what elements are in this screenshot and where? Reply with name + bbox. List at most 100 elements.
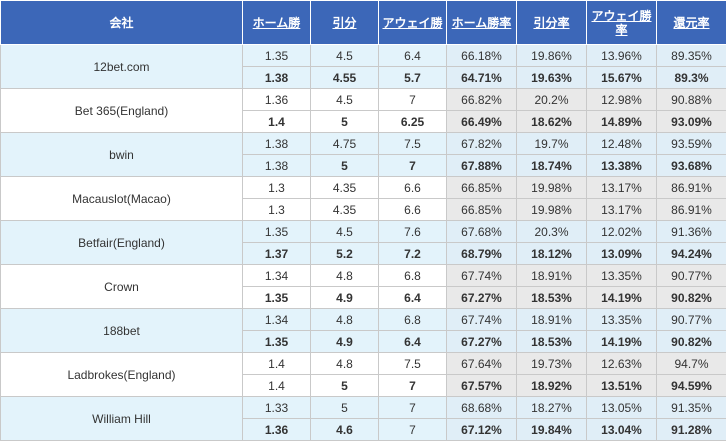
header-away-rate[interactable]: アウェイ勝率: [586, 0, 657, 45]
header-home-rate-label[interactable]: ホーム勝率: [451, 15, 512, 30]
live-return-rate-cell: 93.09%: [656, 110, 726, 133]
header-home-win-label[interactable]: ホーム勝: [252, 15, 301, 30]
header-away-rate-label[interactable]: アウェイ勝率: [591, 8, 652, 37]
initial-return-rate-cell: 91.35%: [656, 396, 726, 419]
initial-away-cell: 7.6: [378, 220, 447, 243]
live-home-cell: 1.38: [242, 154, 311, 177]
initial-draw-rate-cell: 19.86%: [516, 44, 587, 67]
company-name[interactable]: Bet 365(England): [0, 88, 243, 133]
live-away-rate-cell: 13.38%: [586, 154, 657, 177]
initial-return-rate-cell: 94.7%: [656, 352, 726, 375]
live-return-rate-cell: 86.91%: [656, 198, 726, 221]
live-return-rate-cell: 90.82%: [656, 330, 726, 353]
initial-away-cell: 7: [378, 396, 447, 419]
company-name[interactable]: Betfair(England): [0, 220, 243, 265]
header-draw-rate[interactable]: 引分率: [516, 0, 587, 45]
initial-return-rate-cell: 86.91%: [656, 176, 726, 199]
table-row: 188bet 1.34 4.8 6.8 67.74% 18.91% 13.35% 90.77%: [0, 308, 726, 353]
initial-draw-cell: 4.8: [310, 264, 379, 287]
initial-away-rate-cell: 13.96%: [586, 44, 657, 67]
table-row: 1.4 5 7 67.57% 18.92% 13.51% 94.59%: [1, 374, 726, 397]
header-company: 会社: [0, 0, 243, 45]
table-row: bwin 1.38 4.75 7.5 67.82% 19.7% 12.48% 93.59%: [0, 132, 726, 177]
initial-away-cell: 6.8: [378, 264, 447, 287]
header-draw-label[interactable]: 引分: [332, 15, 357, 30]
header-return-rate-label[interactable]: 還元率: [673, 15, 710, 30]
header-home-rate[interactable]: ホーム勝率: [446, 0, 517, 45]
live-away-cell: 7: [378, 418, 447, 441]
initial-home-cell: 1.35: [242, 44, 311, 67]
company-name[interactable]: bwin: [0, 132, 243, 177]
live-away-rate-cell: 14.19%: [586, 330, 657, 353]
live-home-cell: 1.35: [242, 286, 311, 309]
initial-draw-rate-cell: 18.91%: [516, 264, 587, 287]
table-row: 1.35 4.9 6.4 67.27% 18.53% 14.19% 90.82%: [1, 330, 726, 353]
initial-home-rate-cell: 66.82%: [446, 88, 517, 111]
live-home-cell: 1.36: [242, 418, 311, 441]
table-row: Macauslot(Macao) 1.3 4.35 6.6 66.85% 19.98% 13…: [0, 176, 726, 221]
initial-home-cell: 1.35: [242, 220, 311, 243]
header-draw-rate-label[interactable]: 引分率: [533, 15, 570, 30]
initial-draw-cell: 4.35: [310, 176, 379, 199]
odds-body: 12bet.com 1.35 4.5 6.4 66.18% 19.86% 13.96% 89.…: [0, 44, 726, 441]
company-name[interactable]: Macauslot(Macao): [0, 176, 243, 221]
initial-home-rate-cell: 66.18%: [446, 44, 517, 67]
header-away-win-label[interactable]: アウェイ勝: [382, 15, 443, 30]
header-away-win[interactable]: アウェイ勝: [378, 0, 447, 45]
header-draw[interactable]: 引分: [310, 0, 379, 45]
live-draw-cell: 5: [310, 110, 379, 133]
initial-away-rate-cell: 13.35%: [586, 264, 657, 287]
live-home-rate-cell: 64.71%: [446, 66, 517, 89]
live-draw-cell: 4.9: [310, 286, 379, 309]
initial-away-cell: 7.5: [378, 132, 447, 155]
initial-draw-cell: 4.8: [310, 308, 379, 331]
header-return-rate[interactable]: 還元率: [656, 0, 726, 45]
table-row: 1.38 5 7 67.88% 18.74% 13.38% 93.68%: [1, 154, 726, 177]
initial-draw-rate-cell: 18.27%: [516, 396, 587, 419]
live-away-rate-cell: 13.09%: [586, 242, 657, 265]
live-draw-rate-cell: 18.92%: [516, 374, 587, 397]
live-away-rate-cell: 13.04%: [586, 418, 657, 441]
live-home-rate-cell: 67.27%: [446, 330, 517, 353]
live-draw-rate-cell: 19.63%: [516, 66, 587, 89]
live-home-rate-cell: 67.88%: [446, 154, 517, 177]
live-draw-rate-cell: 19.84%: [516, 418, 587, 441]
initial-away-cell: 7: [378, 88, 447, 111]
live-draw-rate-cell: 18.53%: [516, 330, 587, 353]
initial-home-cell: 1.36: [242, 88, 311, 111]
live-home-rate-cell: 67.12%: [446, 418, 517, 441]
header-home-win[interactable]: ホーム勝: [242, 0, 311, 45]
live-draw-cell: 5: [310, 154, 379, 177]
live-away-rate-cell: 13.17%: [586, 198, 657, 221]
company-name[interactable]: Ladbrokes(England): [0, 352, 243, 397]
company-name[interactable]: 188bet: [0, 308, 243, 353]
initial-draw-rate-cell: 19.7%: [516, 132, 587, 155]
live-away-cell: 6.25: [378, 110, 447, 133]
live-away-cell: 6.6: [378, 198, 447, 221]
initial-home-rate-cell: 67.68%: [446, 220, 517, 243]
table-row: William Hill 1.33 5 7 68.68% 18.27% 13.05% 91.3…: [0, 396, 726, 441]
live-home-cell: 1.37: [242, 242, 311, 265]
live-home-cell: 1.4: [242, 374, 311, 397]
live-draw-rate-cell: 18.74%: [516, 154, 587, 177]
live-return-rate-cell: 90.82%: [656, 286, 726, 309]
table-row: Bet 365(England) 1.36 4.5 7 66.82% 20.2% 12.98…: [0, 88, 726, 133]
initial-return-rate-cell: 90.77%: [656, 308, 726, 331]
company-name[interactable]: William Hill: [0, 396, 243, 441]
initial-draw-rate-cell: 20.2%: [516, 88, 587, 111]
live-away-rate-cell: 14.19%: [586, 286, 657, 309]
company-name[interactable]: Crown: [0, 264, 243, 309]
initial-home-rate-cell: 67.64%: [446, 352, 517, 375]
live-away-cell: 5.7: [378, 66, 447, 89]
initial-return-rate-cell: 90.88%: [656, 88, 726, 111]
initial-away-cell: 7.5: [378, 352, 447, 375]
table-row: 1.38 4.55 5.7 64.71% 19.63% 15.67% 89.3%: [1, 66, 726, 89]
company-name[interactable]: 12bet.com: [0, 44, 243, 89]
live-draw-rate-cell: 18.12%: [516, 242, 587, 265]
initial-draw-rate-cell: 18.91%: [516, 308, 587, 331]
live-away-cell: 7: [378, 374, 447, 397]
initial-away-rate-cell: 12.48%: [586, 132, 657, 155]
live-draw-cell: 4.9: [310, 330, 379, 353]
live-home-cell: 1.38: [242, 66, 311, 89]
